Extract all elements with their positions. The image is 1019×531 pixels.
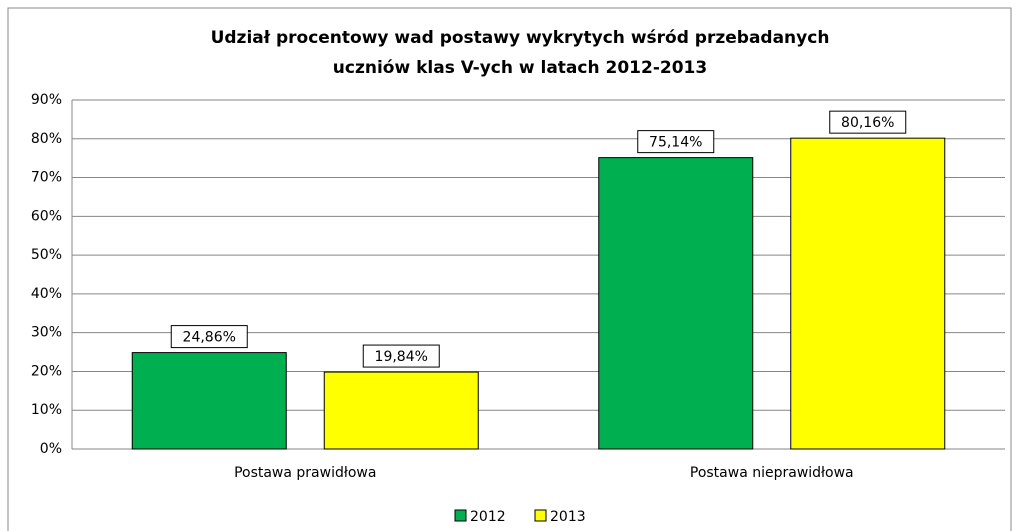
x-tick-label: Postawa nieprawidłowa [690,465,854,481]
y-tick-label: 70% [31,170,62,186]
value-label-box [362,344,440,368]
bar [131,352,287,450]
chart-title: Udział procentowy wad postawy wykrytych … [211,28,830,78]
bar [598,157,754,450]
y-tick-label: 60% [31,208,62,224]
y-tick-label: 0% [40,441,62,457]
value-label: 24,86% [183,330,236,346]
bar [323,371,479,450]
y-tick-label: 90% [31,92,62,108]
legend-label: 2013 [550,509,586,525]
y-tick-label: 10% [31,402,62,418]
value-label-box [170,325,248,349]
value-label: 75,14% [649,135,702,151]
legend-swatch [454,509,467,522]
value-label-box [829,110,907,134]
y-tick-label: 40% [31,286,62,302]
y-tick-label: 80% [31,131,62,147]
legend-label: 2012 [470,509,506,525]
value-label-box [637,130,715,154]
y-tick-label: 20% [31,363,62,379]
y-tick-label: 50% [31,247,62,263]
x-tick-label: Postawa prawidłowa [234,465,376,481]
legend-swatch [534,509,547,522]
value-label: 80,16% [841,115,894,131]
y-tick-label: 30% [31,325,62,341]
bar [790,137,946,450]
value-label: 19,84% [375,349,428,365]
